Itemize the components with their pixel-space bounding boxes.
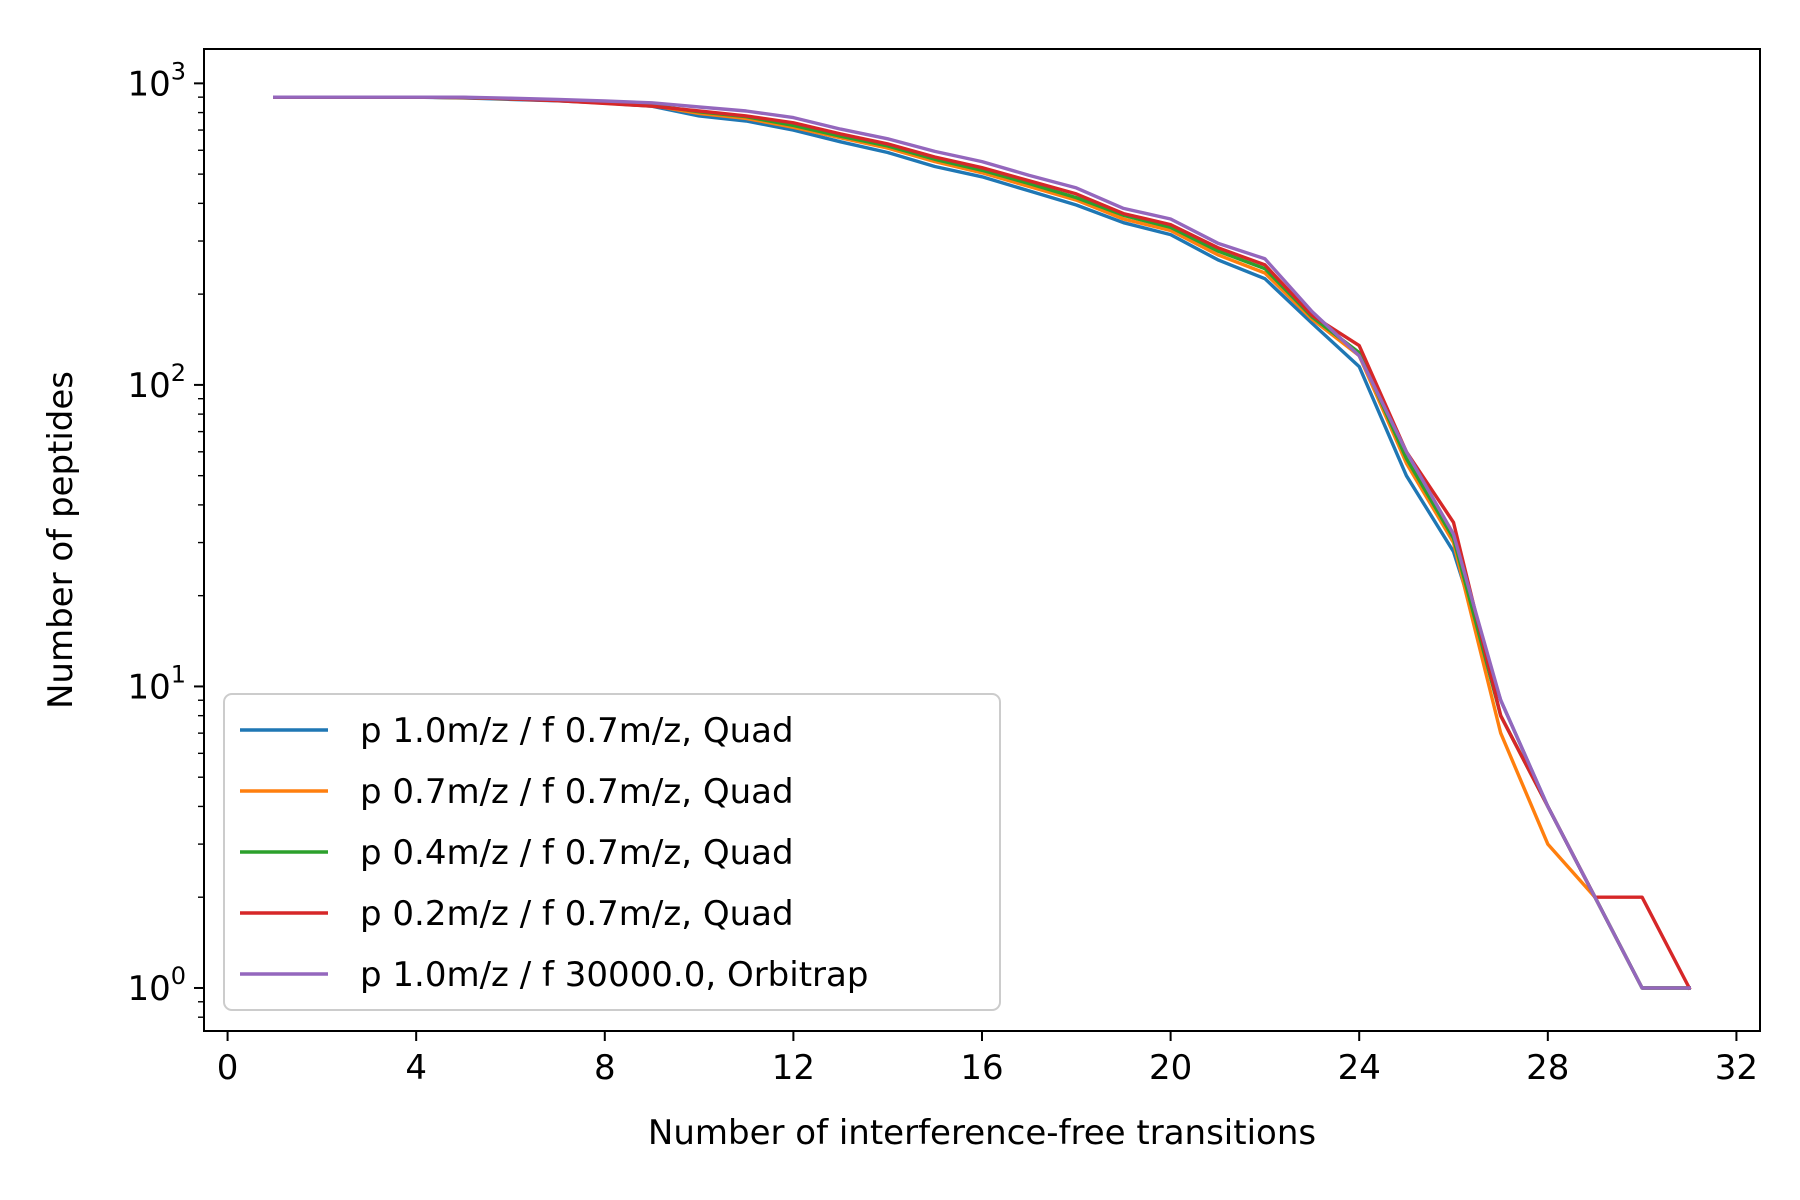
legend-label-2: p 0.7m/z / f 0.7m/z, Quad bbox=[360, 772, 794, 812]
y-tick-label: 102 bbox=[127, 359, 186, 406]
x-tick-label: 28 bbox=[1526, 1048, 1569, 1088]
series-line-5 bbox=[273, 95, 1692, 990]
y-tick-label: 101 bbox=[127, 660, 186, 707]
x-tick-label: 32 bbox=[1715, 1048, 1758, 1088]
x-tick-label: 4 bbox=[405, 1048, 427, 1088]
legend-label-4: p 0.2m/z / f 0.7m/z, Quad bbox=[360, 894, 794, 934]
x-tick-label: 16 bbox=[960, 1048, 1003, 1088]
legend-label-1: p 1.0m/z / f 0.7m/z, Quad bbox=[360, 711, 794, 751]
plot-lines bbox=[273, 95, 1692, 991]
y-axis-ticks: 100 101 102 103 bbox=[127, 57, 204, 1018]
y-tick-label: 100 bbox=[127, 962, 186, 1009]
legend-label-3: p 0.4m/z / f 0.7m/z, Quad bbox=[360, 833, 794, 873]
x-tick-label: 8 bbox=[594, 1048, 616, 1088]
x-axis-ticks: 0 4 8 12 16 20 24 28 32 bbox=[217, 1031, 1758, 1088]
x-axis-label: Number of interference-free transitions bbox=[648, 1113, 1316, 1153]
y-tick-label: 103 bbox=[127, 57, 186, 104]
legend-label-5: p 1.0m/z / f 30000.0, Orbitrap bbox=[360, 955, 868, 995]
legend: p 1.0m/z / f 0.7m/z, Quad p 0.7m/z / f 0.… bbox=[223, 693, 1001, 1011]
legend-box bbox=[223, 693, 1001, 1011]
x-tick-label: 20 bbox=[1149, 1048, 1192, 1088]
y-axis-label: Number of peptides bbox=[41, 371, 81, 709]
x-tick-label: 24 bbox=[1338, 1048, 1381, 1088]
x-tick-label: 12 bbox=[772, 1048, 815, 1088]
x-tick-label: 0 bbox=[217, 1048, 239, 1088]
